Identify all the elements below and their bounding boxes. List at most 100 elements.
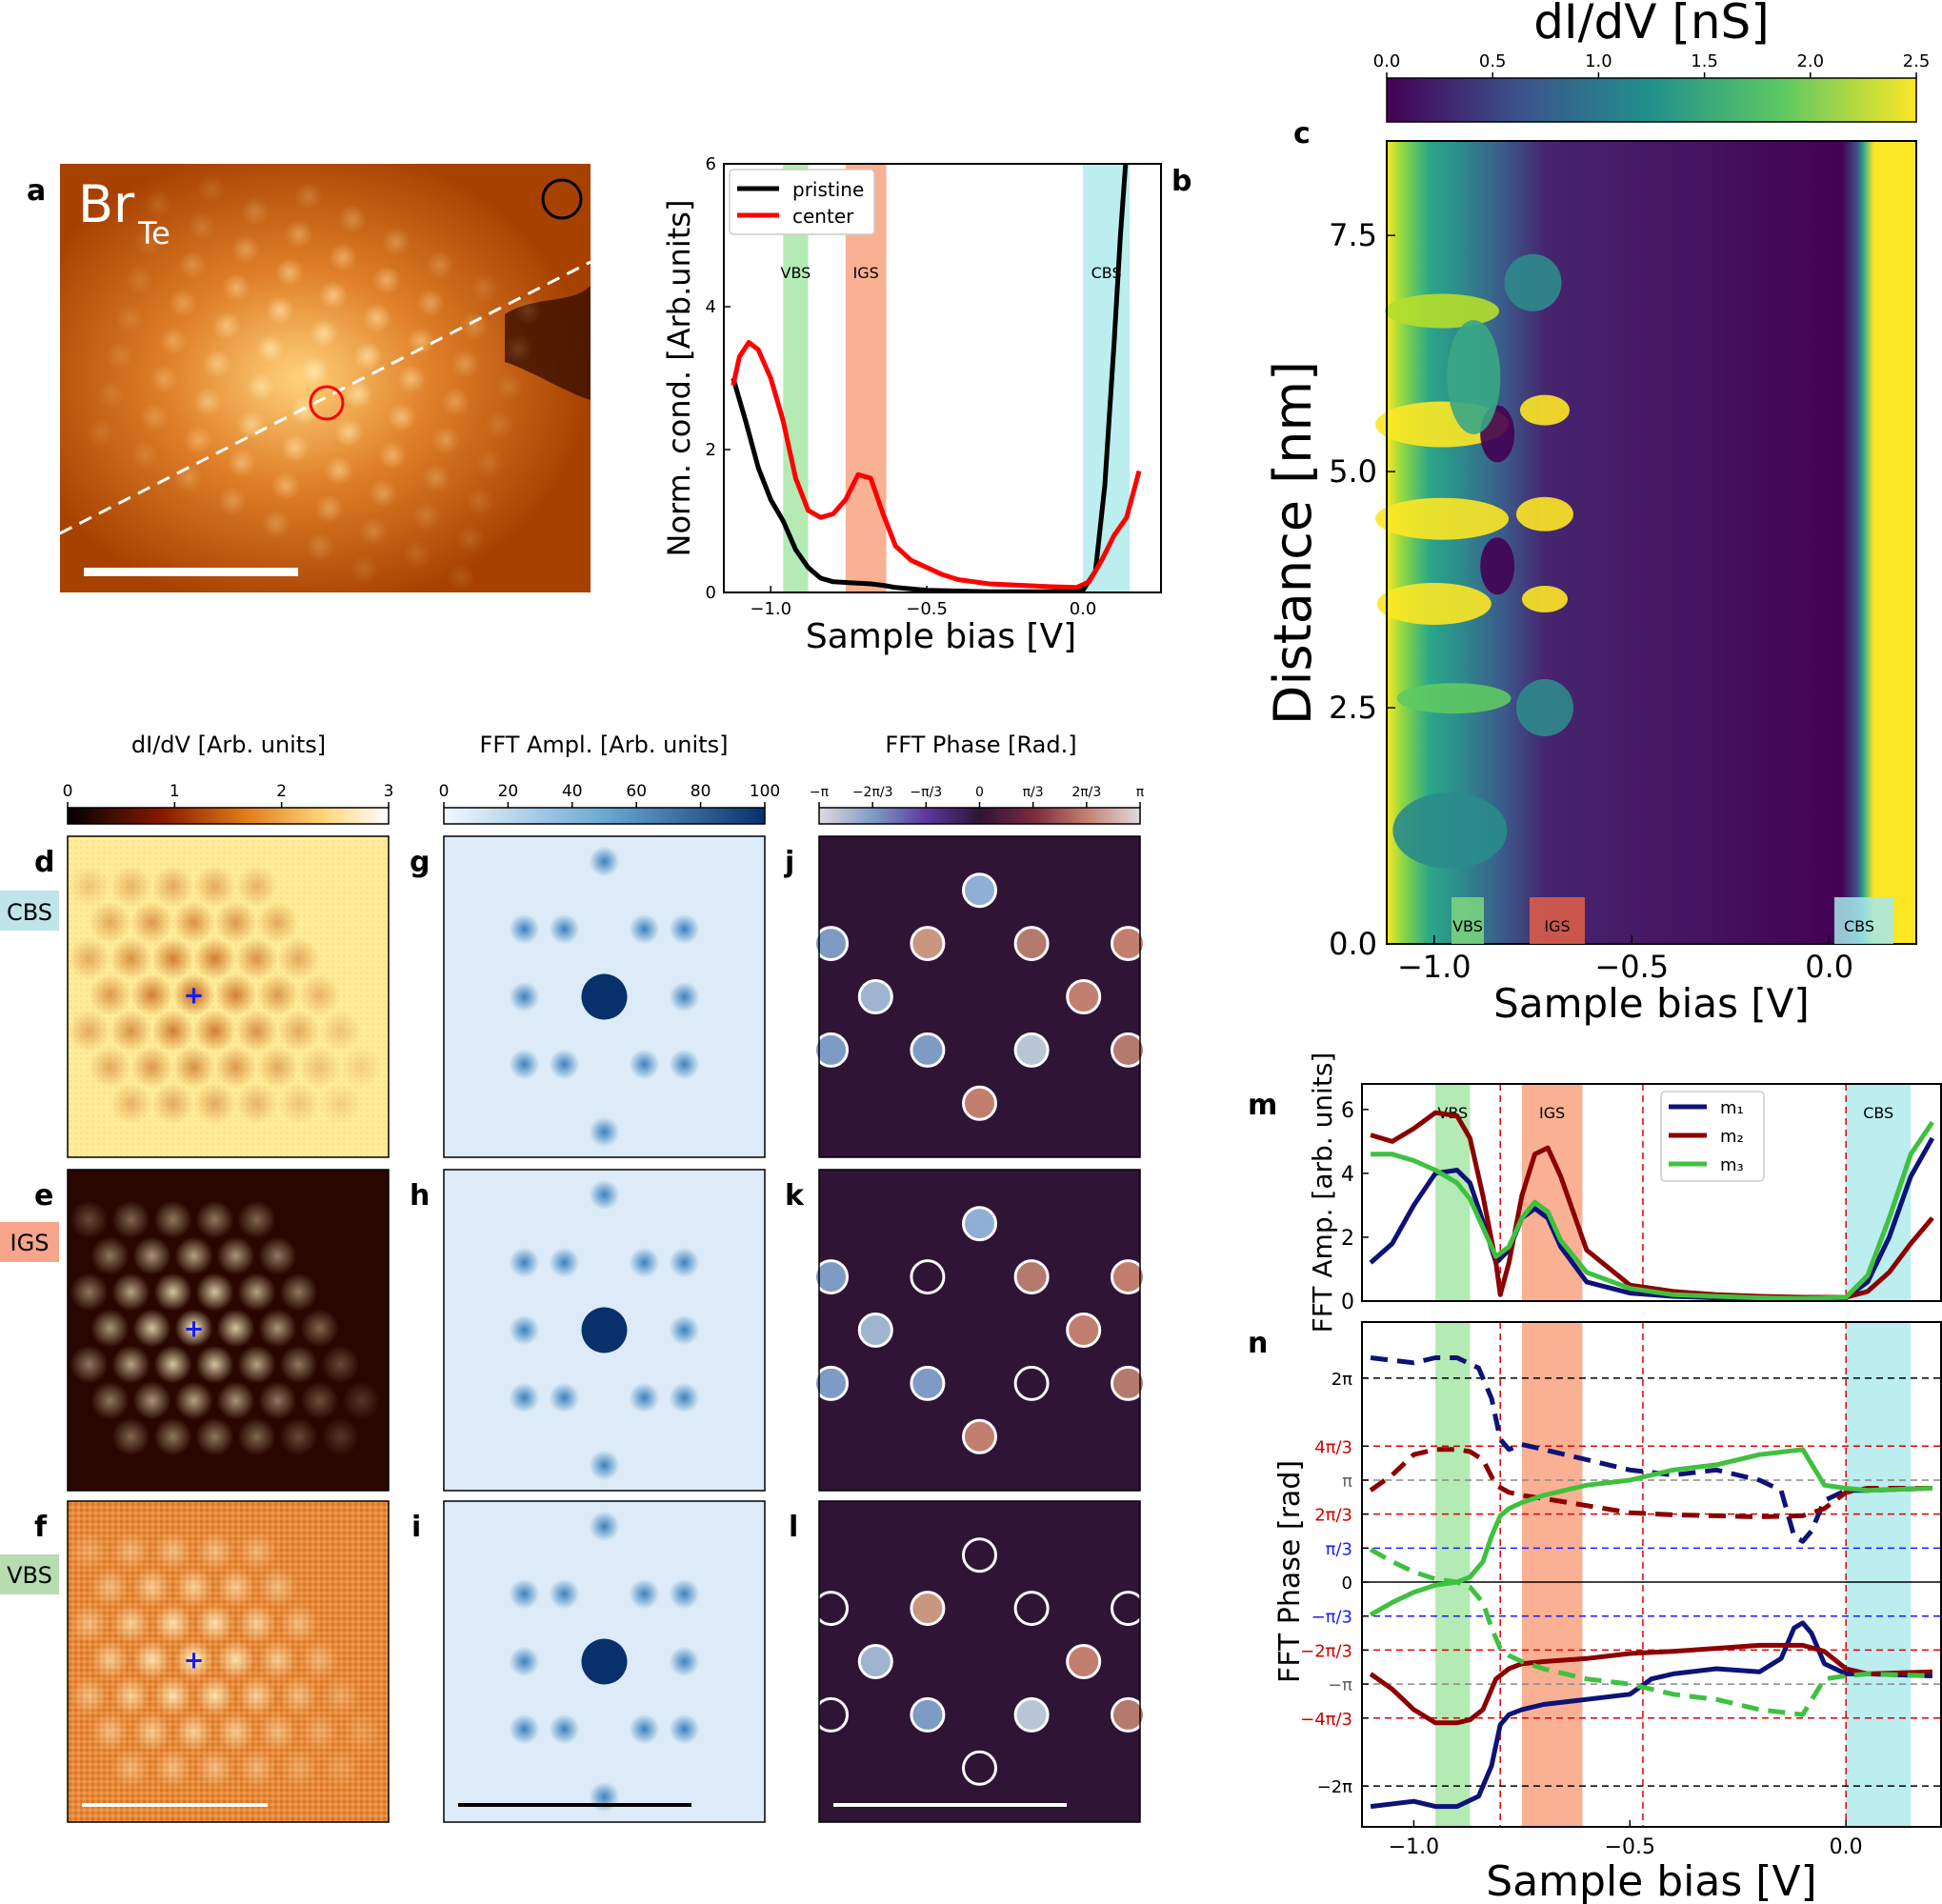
- colorbar-tick: 2: [276, 782, 287, 801]
- atom-spot: [372, 266, 401, 294]
- atom-spot: [106, 342, 134, 371]
- n-band-vbs: [1435, 1322, 1471, 1827]
- colorbar-tick: 0: [63, 782, 73, 801]
- atom-spot: [197, 174, 226, 203]
- atom-spot: [222, 273, 250, 302]
- fft-phase-peak: [910, 1259, 946, 1295]
- fft-phase-peak: [1111, 1365, 1146, 1401]
- lattice-spot: [174, 1640, 213, 1679]
- b-ylabel: Norm. cond. [Arb.units]: [661, 200, 697, 557]
- atom-spot: [115, 304, 144, 332]
- lattice-spot: [216, 1713, 255, 1752]
- heatmap-feature: [1385, 293, 1500, 329]
- panel-l: [813, 1500, 1146, 1823]
- panel-b: VBS IGS CBS −1.0 −0.5 0.0 0 2 4 6 pristine cente…: [661, 154, 1191, 656]
- lattice-spot: [237, 1200, 276, 1239]
- lattice-spot: [258, 1568, 297, 1607]
- fft-phase-peak: [1066, 1644, 1102, 1679]
- atom-spot: [378, 441, 407, 470]
- atom-spot: [203, 350, 231, 378]
- lattice-spot: [216, 1568, 255, 1607]
- fft-phase-peak: [1013, 1032, 1050, 1068]
- heatmap-feature: [1515, 496, 1573, 531]
- c-xlabel: Sample bias [V]: [1493, 980, 1810, 1027]
- fft-center-peak: [581, 1307, 628, 1353]
- atom-spot: [241, 197, 270, 226]
- fft-peak: [509, 1247, 540, 1278]
- fft-phase-peak: [962, 1085, 997, 1121]
- panel-label-b: b: [1171, 165, 1191, 198]
- lattice-spot: [258, 1381, 297, 1420]
- fft-peak: [669, 1049, 700, 1080]
- lattice-spot: [153, 1345, 192, 1384]
- lattice-spot: [132, 1381, 171, 1420]
- lattice-spot: [153, 1676, 192, 1715]
- atom-spot: [256, 334, 285, 363]
- atom-spot: [228, 449, 256, 477]
- fft-peak: [669, 1382, 700, 1413]
- panel-label-l: l: [789, 1511, 798, 1544]
- fft-peak: [509, 1646, 540, 1677]
- lattice-spot: [132, 1713, 171, 1752]
- lattice-spot: [174, 1713, 213, 1752]
- colorbar-tick: 20: [498, 782, 519, 801]
- lattice-spot: [130, 1046, 173, 1089]
- atom-spot: [294, 182, 323, 210]
- legend-center: center: [792, 205, 854, 228]
- lattice-spot: [300, 1381, 339, 1420]
- lattice-spot: [279, 1273, 318, 1312]
- lattice-spot: [153, 1604, 192, 1643]
- n-series-1: [1370, 1355, 1932, 1544]
- panel-label-a: a: [27, 174, 46, 208]
- lattice-spot: [237, 1273, 276, 1312]
- lattice-spot: [279, 1676, 318, 1715]
- colorbar-tick: 0: [975, 785, 984, 800]
- atom-spot: [285, 220, 313, 249]
- lattice-spot: [256, 1046, 299, 1089]
- lattice-spot: [132, 1236, 171, 1275]
- lattice-spot: [111, 1532, 150, 1571]
- lattice-spot: [319, 1082, 362, 1125]
- lattice-spot: [195, 1200, 234, 1239]
- lattice-spot: [111, 1417, 150, 1456]
- lattice-spot: [111, 1200, 150, 1239]
- n-ytick: π/3: [1326, 1539, 1352, 1559]
- lattice-spot: [258, 1309, 297, 1348]
- fft-phase-peak: [962, 872, 997, 909]
- fft-peak: [509, 913, 540, 945]
- m-ytick: 6: [1341, 1099, 1354, 1123]
- image-grid: + + +: [67, 835, 1146, 1823]
- atom-spot: [388, 403, 416, 431]
- heatmap-feature: [1519, 394, 1570, 426]
- lattice-spot: [214, 973, 257, 1016]
- atom-spot: [329, 243, 357, 271]
- lattice-spot: [214, 901, 257, 944]
- lattice-spot: [110, 1082, 152, 1125]
- n-series-5: [1369, 1547, 1932, 1717]
- c-cb-tick: 2.0: [1796, 51, 1824, 71]
- fft-peak: [509, 1314, 540, 1346]
- fft-peak: [549, 913, 580, 945]
- colorbar-tick: 80: [691, 782, 711, 801]
- fft-phase-peak: [962, 1537, 997, 1573]
- legend-m: m₁ m₂ m₃: [1660, 1091, 1765, 1182]
- colorbar-tick: 40: [562, 782, 583, 801]
- lattice-spot: [90, 1309, 130, 1348]
- atom-spot: [416, 289, 445, 317]
- panel-label-e: e: [34, 1179, 53, 1213]
- panel-d: +: [67, 835, 390, 1158]
- lattice-spot: [300, 1640, 339, 1679]
- heatmap-feature: [1375, 497, 1510, 540]
- fft-peak: [629, 1049, 660, 1080]
- lattice-spot: [132, 1309, 171, 1348]
- atom-spot: [169, 289, 197, 317]
- atom-spot: [87, 418, 115, 447]
- c-xtick: −0.5: [1594, 949, 1669, 985]
- n-series-4: [1369, 1447, 1932, 1617]
- fft-phase-peak: [1066, 1313, 1102, 1348]
- fft-phase-peak: [857, 979, 893, 1014]
- fft-phase-peak: [813, 1591, 849, 1627]
- n-band-igs: [1521, 1322, 1583, 1827]
- fft-phase-peak: [962, 1418, 997, 1454]
- c-cb-tick: 2.5: [1903, 51, 1931, 71]
